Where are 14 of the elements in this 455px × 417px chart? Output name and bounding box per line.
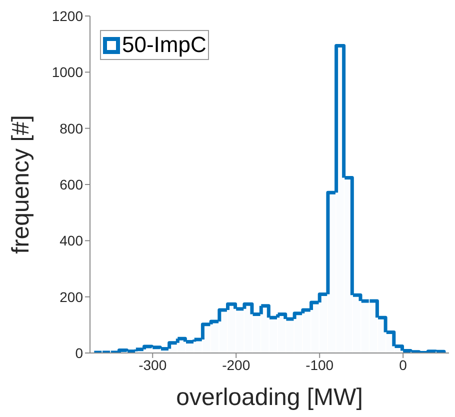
x-axis-title: overloading [MW] xyxy=(176,384,363,411)
x-tick-label: -300 xyxy=(138,356,167,373)
y-tick-label: 800 xyxy=(60,120,84,136)
y-tick-label: 200 xyxy=(60,288,84,305)
y-tick-label: 0 xyxy=(75,344,84,361)
x-tick-label: -200 xyxy=(222,356,250,373)
y-tick-label: 1200 xyxy=(52,8,84,24)
legend-label: 50-ImpC xyxy=(122,32,206,58)
x-tick-label: 0 xyxy=(399,356,408,373)
y-tick-label: 1000 xyxy=(52,64,84,80)
y-tick-label: 400 xyxy=(60,232,84,249)
y-axis-title: frequency [#] xyxy=(8,115,35,254)
x-tick-label: -100 xyxy=(306,356,334,373)
y-tick-label: 600 xyxy=(60,176,84,192)
